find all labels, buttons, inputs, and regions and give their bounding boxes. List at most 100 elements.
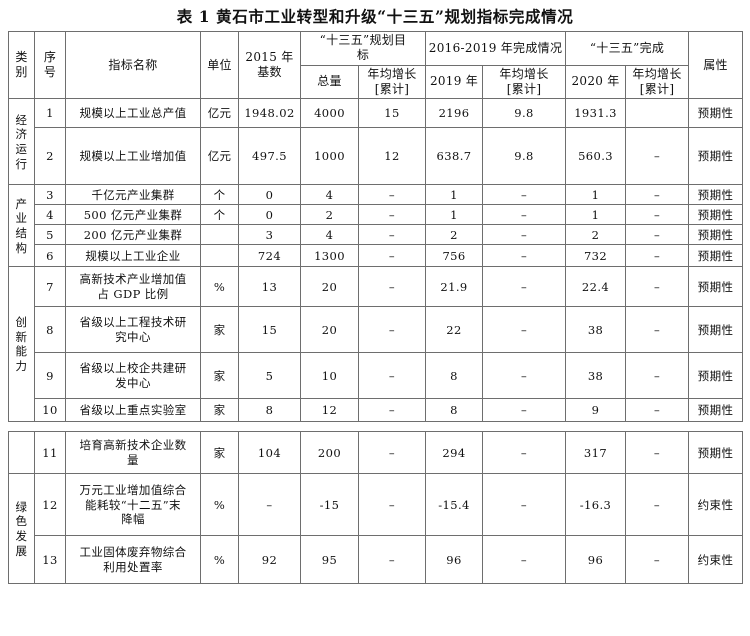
row-avg-2020: –: [625, 306, 690, 354]
row-plan-avg: –: [357, 352, 427, 400]
page-title: 表 1 黄石市工业转型和升级“十三五”规划指标完成情况: [176, 7, 574, 26]
header-plan-group-line-2: 标: [356, 48, 370, 63]
row-plan-total: 20: [300, 266, 359, 308]
row-avg-2019: –: [482, 244, 567, 268]
row-sequence-number: 5: [34, 224, 66, 246]
row-sequence-number: 11: [34, 431, 66, 475]
table-body-part-1: 经济运行 1 规模以上工业总产值 亿元 1948.02 4000 15 2196 9.8 1931…: [8, 98, 744, 423]
row-plan-avg: –: [357, 306, 427, 354]
row-y2019: 8: [425, 398, 484, 423]
row-base: 724: [238, 244, 301, 268]
row-plan-avg: –: [358, 431, 426, 475]
row-base: 5: [238, 352, 301, 400]
table-header: 类 别 序 号 指标名称 单位 2015 年 基数 “十三五”规划目 标 201…: [8, 31, 744, 100]
row-category: 产业结构: [8, 184, 35, 268]
row-sequence-number: 3: [34, 184, 66, 206]
row-sequence-number: 10: [34, 398, 66, 423]
header-base-year-line-1: 2015 年: [245, 49, 294, 64]
row-unit: 个: [200, 204, 239, 226]
table-row: 6 规模以上工业企业 724 1300–756–732– 预期性: [9, 244, 744, 268]
row-indicator-name: 省级以上重点实验室: [65, 398, 201, 423]
row-category-char: 展: [15, 543, 28, 558]
row-indicator-name-line: 规模以上工业增加值: [79, 149, 187, 164]
row-y2019: 1: [425, 204, 484, 226]
header-row-top: 类 别 序 号 指标名称 单位 2015 年 基数 “十三五”规划目 标 201…: [8, 31, 744, 100]
row-plan-avg: –: [358, 535, 426, 585]
row-unit: 亿元: [200, 127, 239, 186]
row-attribute: 预期性: [688, 127, 744, 186]
row-y2020: 560.3: [565, 127, 627, 186]
row-plan-total: 12: [300, 398, 359, 423]
table-row: 4 500 亿元产业集群个 0 2–1–1– 预期性: [9, 204, 744, 226]
row-indicator-name: 规模以上工业企业: [65, 244, 201, 268]
row-avg-2019: –: [482, 266, 567, 308]
row-plan-total: 4: [300, 184, 359, 206]
row-indicator-name-line: 发中心: [115, 375, 151, 390]
row-y2020: 38: [565, 306, 627, 354]
row-y2019: 8: [425, 352, 484, 400]
row-attribute: 约束性: [688, 473, 743, 537]
row-sequence-number: 7: [34, 266, 66, 308]
row-indicator-name-line: 规模以上工业总产值: [79, 106, 187, 121]
header-progress-group: 2016-2019 年完成情况: [425, 31, 567, 66]
row-avg-2019: –: [482, 306, 567, 354]
header-attribute: 属性: [688, 31, 744, 100]
row-indicator-name-line: 培育高新技术企业数: [79, 438, 187, 453]
row-indicator-name-line: 省级以上工程技术研: [79, 315, 187, 330]
row-y2020: 9: [565, 398, 627, 423]
row-y2019: 2196: [425, 98, 484, 129]
row-category-char: 绿: [15, 499, 28, 514]
row-y2019: 638.7: [425, 127, 484, 186]
row-indicator-name-line: 能耗较“十二五”末: [85, 497, 181, 512]
row-category-char: 行: [15, 156, 28, 171]
row-sequence-number: 13: [34, 535, 66, 585]
row-avg-2020: –: [625, 535, 689, 585]
table-row: 11 培育高新技术企业数量家 104 200–294–317– 预期性: [8, 431, 743, 475]
row-y2019: 294: [425, 431, 483, 475]
row-category-char: 业: [15, 211, 28, 226]
header-category: 类 别: [8, 31, 35, 100]
row-y2019: 2: [425, 224, 484, 246]
row-plan-avg: –: [358, 473, 426, 537]
row-base: 8: [238, 398, 301, 423]
table-page-break: [8, 422, 742, 431]
row-y2019: 21.9: [425, 266, 484, 308]
row-category-char: 运: [15, 141, 28, 156]
table-body-part-2: 11 培育高新技术企业数量家 104 200–294–317– 预期性绿色发展 12 万元工…: [8, 431, 743, 585]
row-avg-2020: –: [625, 352, 690, 400]
row-attribute: 预期性: [688, 184, 744, 206]
row-y2019: -15.4: [425, 473, 483, 537]
row-plan-avg: –: [357, 266, 427, 308]
row-avg-2020: –: [625, 398, 690, 423]
row-plan-total: 4000: [300, 98, 359, 129]
row-base: 92: [238, 535, 301, 585]
row-category-char: 结: [15, 225, 28, 240]
row-attribute: 预期性: [688, 306, 744, 354]
row-indicator-name-line: 究中心: [115, 329, 151, 344]
row-attribute: 预期性: [688, 244, 744, 268]
row-indicator-name-line: 利用处置率: [103, 559, 163, 574]
row-category-char: 产: [15, 196, 28, 211]
indicator-table-part-2: 11 培育高新技术企业数量家 104 200–294–317– 预期性绿色发展 12 万元工…: [8, 431, 743, 585]
header-plan-avg-growth: 年均增长 [累计]: [357, 64, 427, 100]
row-avg-2020: –: [625, 431, 689, 475]
row-plan-avg: –: [357, 244, 427, 268]
row-avg-2019: –: [482, 473, 566, 537]
row-attribute: 预期性: [688, 266, 744, 308]
row-category-char: 济: [15, 127, 28, 142]
row-sequence-number: 1: [34, 98, 66, 129]
row-y2019: 96: [425, 535, 483, 585]
row-base: 13: [238, 266, 301, 308]
row-plan-avg: –: [357, 398, 427, 423]
row-indicator-name-line: 200 亿元产业集群: [83, 227, 183, 242]
row-base: 0: [238, 184, 301, 206]
row-indicator-name-line: 工业固体废弃物综合: [79, 545, 187, 560]
row-plan-total: 10: [300, 352, 359, 400]
row-y2019: 1: [425, 184, 484, 206]
row-category: 创新能力: [8, 266, 35, 423]
row-indicator-name-line: 占 GDP 比例: [97, 286, 169, 301]
table-row: 8 省级以上工程技术研 究中心家 15 20–22–38– 预期性: [9, 306, 744, 354]
header-category-char-1: 类: [15, 49, 28, 64]
row-y2019: 22: [425, 306, 484, 354]
header-category-char-2: 别: [15, 65, 28, 80]
